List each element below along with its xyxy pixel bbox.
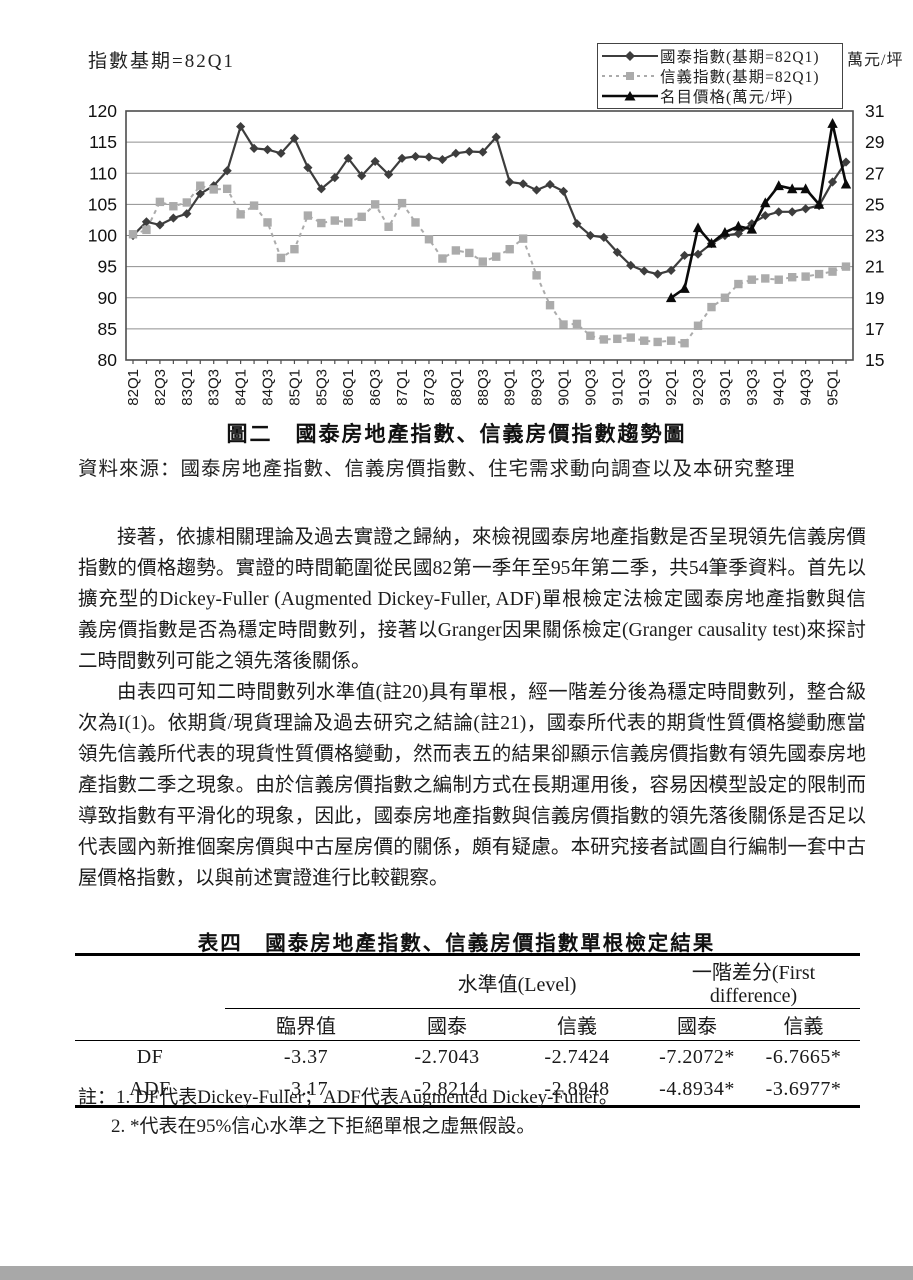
- paragraph: 由表四可知二時間數列水準值(註20)具有單根，經一階差分後為穩定時間數列，整合級…: [78, 682, 866, 889]
- svg-text:87Q3: 87Q3: [421, 369, 438, 406]
- svg-text:27: 27: [865, 163, 884, 183]
- svg-text:80: 80: [98, 350, 118, 370]
- svg-text:88Q1: 88Q1: [448, 369, 465, 406]
- trend-line-chart: 80 15 85 17 90 19 95 21 100 23 105 25 110 27 115 29 120 3…: [88, 101, 885, 406]
- svg-text:89Q3: 89Q3: [529, 369, 546, 406]
- legend-item-label: 國泰指數(基期=82Q1): [660, 49, 820, 66]
- legend-square-marker-icon: [602, 70, 660, 82]
- table-cell: -7.2072*: [659, 1045, 735, 1068]
- svg-text:90: 90: [98, 288, 118, 308]
- svg-text:110: 110: [89, 163, 117, 183]
- svg-text:90Q1: 90Q1: [555, 369, 572, 406]
- legend-item-label: 名目價格(萬元/坪): [660, 89, 794, 106]
- svg-text:94Q1: 94Q1: [771, 369, 788, 406]
- unit-root-table: 水準值(Level) 一階差分(First difference) 臨界值 國泰 信義國…: [75, 953, 861, 1108]
- svg-text:29: 29: [865, 132, 884, 152]
- figure-caption: 圖二 國泰房地產指數、信義房價指數趨勢圖: [226, 423, 687, 446]
- figure-source: 資料來源：國泰房地產指數、信義房價指數、住宅需求動向調查以及本研究整理: [78, 459, 796, 480]
- svg-text:90Q3: 90Q3: [582, 369, 599, 406]
- paragraph: 接著，依據相關理論及過去實證之歸納，來檢視國泰房地產指數是否呈現領先信義房價指數…: [78, 527, 866, 672]
- table-group-header-row: 水準值(Level) 一階差分(First difference): [75, 954, 861, 1009]
- svg-text:86Q3: 86Q3: [367, 369, 384, 406]
- table-cell: -2.8948: [544, 1077, 610, 1100]
- svg-text:25: 25: [865, 194, 884, 214]
- svg-text:91Q1: 91Q1: [609, 369, 626, 406]
- table-note: 2. *代表在95%信心水準之下拒絕單根之虛無假設。: [111, 1116, 536, 1137]
- svg-text:92Q3: 92Q3: [690, 369, 707, 406]
- svg-text:89Q1: 89Q1: [502, 369, 519, 406]
- svg-text:92Q1: 92Q1: [663, 369, 680, 406]
- table-notes: 註：1. DF代表Dickey-Fuller；ADF代表Augmented Di…: [78, 1083, 618, 1141]
- table-cell: -3.37: [283, 1045, 329, 1068]
- svg-text:84Q3: 84Q3: [260, 369, 277, 406]
- svg-text:83Q1: 83Q1: [179, 369, 196, 406]
- chart-legend: 國泰指數(基期=82Q1) 信義指數(基期=82Q1) 名目價格(萬元/坪): [597, 43, 843, 109]
- legend-item: 信義指數(基期=82Q1): [602, 66, 838, 86]
- legend-item-label: 信義指數(基期=82Q1): [660, 69, 820, 86]
- table-column-header-row: 臨界值 國泰 信義 國泰 信義: [75, 1008, 861, 1041]
- svg-text:85Q3: 85Q3: [313, 369, 330, 406]
- table-cell: -3.6977*: [765, 1077, 842, 1100]
- svg-text:95: 95: [98, 257, 117, 277]
- group-header-cell: [225, 954, 387, 1009]
- table-row: DF -3.37 -2.7043 -2.7424 -7.2072* -6.7665*: [75, 1041, 860, 1074]
- svg-text:17: 17: [865, 319, 884, 339]
- table-cell: -6.7665*: [765, 1045, 842, 1068]
- svg-text:19: 19: [865, 288, 884, 308]
- legend-item: 名目價格(萬元/坪): [602, 86, 838, 106]
- column-header-cell: 國泰: [387, 1008, 507, 1041]
- group-header-cell: [75, 955, 225, 1009]
- group-header-cell: 一階差分(First difference): [647, 954, 861, 1009]
- column-header-cell: [75, 1008, 225, 1041]
- svg-text:94Q3: 94Q3: [798, 369, 815, 406]
- bottom-gray-bar: [0, 1266, 913, 1280]
- table-title: 表四 國泰房地產指數、信義房價指數單根檢定結果: [197, 932, 716, 955]
- column-header-cell: 信義: [747, 1008, 861, 1041]
- group-header-cell: 水準值(Level): [387, 954, 648, 1009]
- column-header-cell: 臨界值: [225, 1008, 387, 1041]
- svg-text:15: 15: [865, 350, 884, 370]
- table-cell: DF: [136, 1045, 164, 1068]
- svg-text:93Q3: 93Q3: [744, 369, 761, 406]
- svg-text:82Q1: 82Q1: [125, 369, 142, 406]
- svg-text:91Q3: 91Q3: [636, 369, 653, 406]
- table-cell: -2.7043: [414, 1045, 480, 1068]
- table-row: ADF -3.17 -2.8214 -2.8948 -4.8934* -3.6977*: [75, 1073, 860, 1107]
- svg-text:115: 115: [89, 132, 117, 152]
- legend-item: 國泰指數(基期=82Q1): [602, 46, 838, 66]
- table-cell: -2.7424: [544, 1045, 610, 1068]
- svg-text:95Q1: 95Q1: [825, 369, 842, 406]
- right-axis-unit-label: 萬元/坪: [847, 52, 904, 69]
- legend-triangle-marker-icon: [602, 90, 660, 102]
- legend-diamond-marker-icon: [602, 50, 660, 62]
- svg-text:21: 21: [865, 257, 884, 277]
- svg-text:88Q3: 88Q3: [475, 369, 492, 406]
- body-paragraphs: 接著，依據相關理論及過去實證之歸納，來檢視國泰房地產指數是否呈現領先信義房價指數…: [78, 522, 866, 894]
- table-cell: ADF: [129, 1077, 171, 1100]
- column-header-cell: 信義: [507, 1008, 648, 1041]
- svg-text:23: 23: [865, 226, 884, 246]
- svg-text:120: 120: [88, 101, 117, 121]
- svg-text:93Q1: 93Q1: [717, 369, 734, 406]
- svg-text:85: 85: [98, 319, 117, 339]
- table-cell: -4.8934*: [659, 1077, 735, 1100]
- table-cell: -2.8214: [414, 1077, 480, 1100]
- svg-text:83Q3: 83Q3: [206, 369, 223, 406]
- column-header-cell: 國泰: [647, 1008, 748, 1041]
- svg-text:31: 31: [865, 101, 884, 121]
- svg-text:85Q1: 85Q1: [286, 369, 303, 406]
- svg-text:86Q1: 86Q1: [340, 369, 357, 406]
- table-note: 註：1. DF代表Dickey-Fuller；ADF代表Augmented Di…: [78, 1087, 618, 1108]
- svg-text:82Q3: 82Q3: [152, 369, 169, 406]
- svg-text:105: 105: [88, 194, 117, 214]
- table-cell: -3.17: [283, 1077, 329, 1100]
- svg-text:84Q1: 84Q1: [233, 369, 250, 406]
- svg-text:100: 100: [88, 226, 117, 246]
- svg-text:87Q1: 87Q1: [394, 369, 411, 406]
- chart-base-period-note: 指數基期=82Q1: [88, 51, 235, 72]
